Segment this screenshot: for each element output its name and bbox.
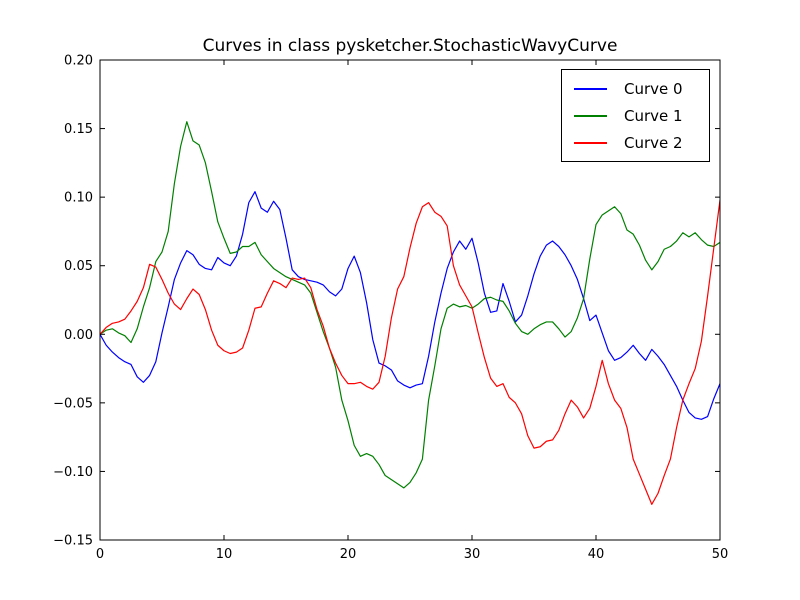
legend-line-sample-curve2 <box>574 141 607 144</box>
x-tick-label: 40 <box>588 547 605 562</box>
x-tick-label: 0 <box>96 547 104 562</box>
y-tick-label: 0.10 <box>64 191 93 206</box>
legend-line-sample-curve1 <box>574 114 607 117</box>
x-tick-label: 50 <box>712 547 729 562</box>
y-tick-label: 0.15 <box>64 122 93 137</box>
legend-label-curve1: Curve 1 <box>624 106 683 125</box>
legend-line-sample-curve0 <box>574 87 607 90</box>
y-tick-label: 0.05 <box>64 259 93 274</box>
y-tick-label: 0.20 <box>64 54 93 69</box>
y-tick-label: −0.10 <box>53 465 93 480</box>
curve-0-line <box>100 191 720 420</box>
y-tick-label: −0.15 <box>53 534 93 549</box>
curve-1-line <box>100 121 720 489</box>
legend-entry-curve0: Curve 0 <box>562 76 709 102</box>
curve-2-line <box>100 199 720 505</box>
x-tick-label: 20 <box>340 547 357 562</box>
legend-label-curve0: Curve 0 <box>624 79 683 98</box>
legend-label-curve2: Curve 2 <box>624 133 683 152</box>
x-tick-label: 10 <box>216 547 233 562</box>
y-tick-label: −0.05 <box>53 396 93 411</box>
chart-title: Curves in class pysketcher.StochasticWav… <box>202 36 618 56</box>
legend-entry-curve2: Curve 2 <box>562 130 709 156</box>
y-tick-label: 0.00 <box>64 328 93 343</box>
x-tick-label: 30 <box>464 547 481 562</box>
axes-border <box>99 59 721 541</box>
legend-entry-curve1: Curve 1 <box>562 103 709 129</box>
legend-box: Curve 0 Curve 1 Curve 2 <box>561 69 710 162</box>
